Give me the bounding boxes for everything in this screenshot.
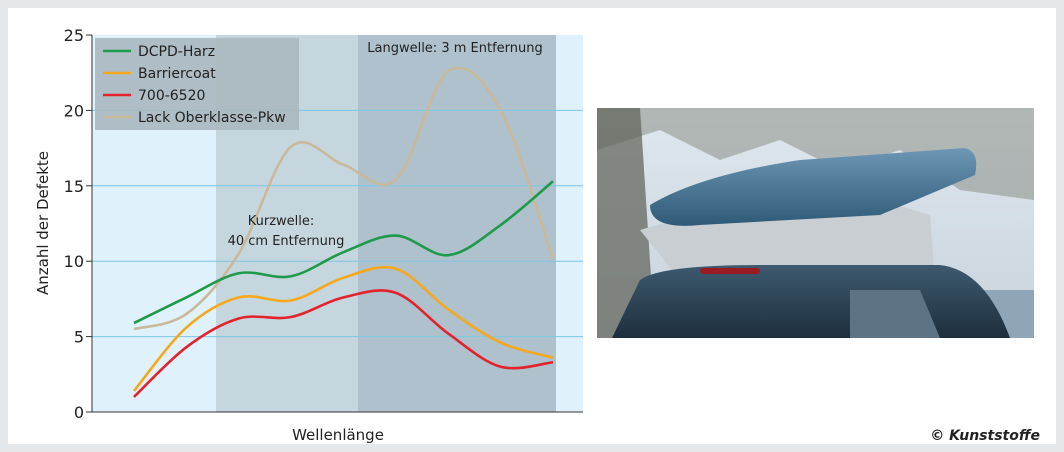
- legend-label: DCPD-Harz: [138, 44, 215, 60]
- y-tick-label: 25: [64, 26, 84, 45]
- y-tick-label: 20: [64, 101, 84, 120]
- annotation: Kurzwelle:: [248, 214, 315, 229]
- credit: © Kunststoffe: [930, 428, 1040, 444]
- y-tick-label: 0: [74, 403, 84, 422]
- x-axis-label: Wellenlänge: [292, 426, 384, 444]
- series-line: [133, 180, 554, 325]
- y-axis-label: Anzahl der Defekte: [34, 151, 52, 295]
- y-tick-label: 5: [74, 328, 84, 347]
- y-tick-label: 15: [64, 177, 84, 196]
- photo-van: [612, 265, 1010, 338]
- legend-label: Barriercoat: [138, 66, 216, 82]
- legend-label: Lack Oberklasse-Pkw: [138, 110, 286, 126]
- y-tick-label: 10: [64, 252, 84, 271]
- annotation: Langwelle: 3 m Entfernung: [367, 41, 542, 56]
- photo-roof: [650, 148, 977, 226]
- photo-trees: [597, 108, 1034, 200]
- series-line: [132, 265, 554, 392]
- annotation: 40 cm Entfernung: [228, 234, 345, 249]
- series-line: [133, 66, 555, 331]
- legend-label: 700-6520: [138, 88, 205, 104]
- photo: [597, 108, 1034, 338]
- photo-window: [850, 290, 940, 338]
- series-line: [133, 289, 554, 398]
- legend-box: [95, 38, 299, 130]
- photo-brake-light: [700, 268, 760, 274]
- long-wave-region: [358, 35, 556, 412]
